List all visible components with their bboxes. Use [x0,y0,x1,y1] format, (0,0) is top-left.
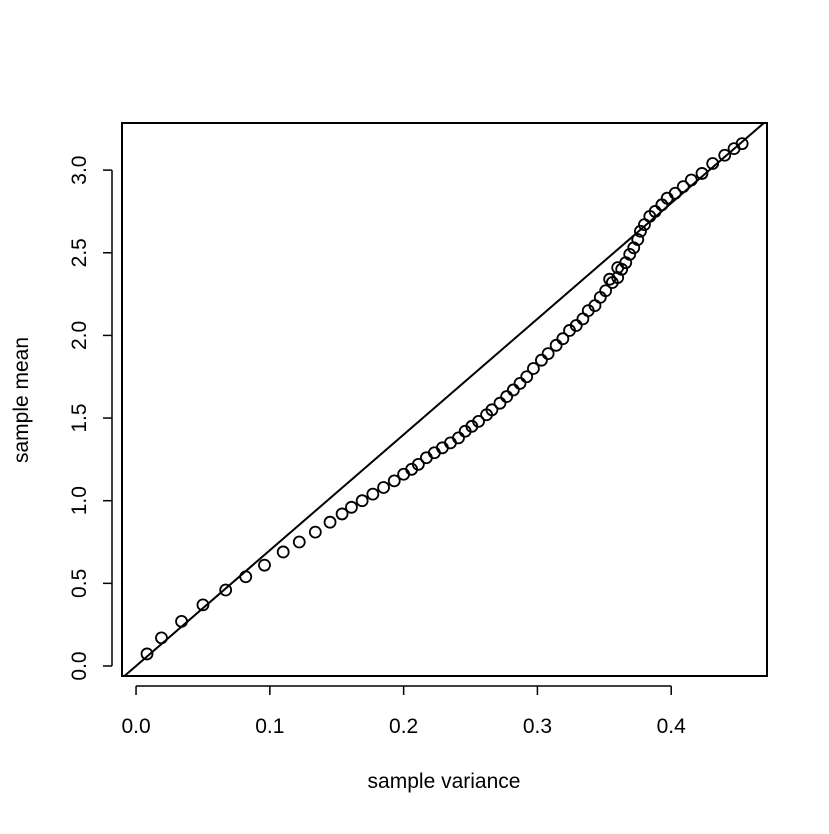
point [684,173,698,187]
point [452,431,465,445]
point [569,319,583,332]
point [436,441,449,455]
reference-line [122,123,766,676]
point [520,370,534,384]
point [527,362,540,375]
x-tick-label: 0.3 [523,715,552,738]
point [345,500,358,514]
x-tick-label: 0.4 [657,715,687,738]
point [472,414,485,428]
point [485,403,499,417]
point [556,332,570,346]
point [634,224,647,238]
y-tick-label: 2.5 [68,238,91,267]
point [493,396,507,410]
point [397,467,411,481]
point [411,457,425,471]
x-tick-label: 0.1 [255,715,284,738]
point [676,180,690,194]
point [506,383,520,397]
point [513,376,527,390]
point [175,614,188,628]
x-axis-label: sample variance [368,770,521,793]
point [239,570,253,584]
point [706,157,720,170]
point [444,436,457,450]
point [323,515,337,529]
point [623,248,637,261]
y-tick-label: 1.5 [68,403,91,432]
point [427,446,441,460]
point [387,474,401,488]
point [196,598,210,612]
y-axis-label: sample mean [10,337,33,463]
point [258,558,271,572]
point [292,535,306,549]
point [599,284,613,298]
point [366,487,380,501]
point [631,233,645,246]
point [308,525,322,539]
x-tick-label: 0.2 [389,715,418,738]
y-tick-label: 2.0 [68,321,91,350]
point [735,137,749,151]
point [377,481,390,494]
point [355,494,369,508]
point [335,507,349,521]
point [603,272,617,286]
y-tick-label: 1.0 [68,486,91,515]
plot-frame [121,122,768,677]
point [668,186,682,200]
point [219,583,233,597]
point [718,148,732,162]
point [500,390,514,403]
x-tick-label: 0.0 [121,715,150,738]
point [549,338,563,352]
y-tick-label: 0.5 [68,569,91,598]
y-tick-label: 0.0 [68,651,91,680]
point [615,262,629,276]
point [155,631,168,645]
point [140,647,154,661]
point [648,205,662,218]
point [419,451,433,465]
point [695,167,709,180]
y-tick-label: 3.0 [68,156,91,185]
point [276,545,290,559]
point [541,347,555,360]
point [535,353,548,367]
